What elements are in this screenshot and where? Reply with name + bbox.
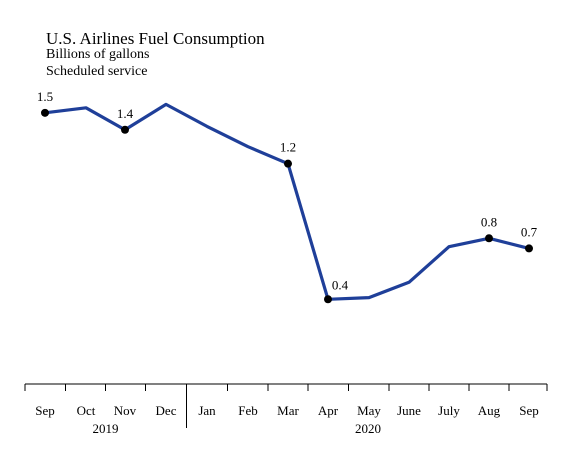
data-point <box>324 295 332 304</box>
x-tick-label: Nov <box>114 403 137 418</box>
series-line <box>43 102 531 301</box>
data-label: 1.5 <box>37 89 53 104</box>
x-tick-label: Apr <box>318 403 339 418</box>
chart-title: U.S. Airlines Fuel Consumption <box>46 29 265 48</box>
year-label: 2020 <box>355 421 381 436</box>
data-point <box>485 234 493 243</box>
x-tick-label: Dec <box>156 403 177 418</box>
data-label: 0.7 <box>521 224 538 239</box>
data-point <box>284 159 292 168</box>
x-tick-label: Oct <box>77 403 96 418</box>
year-label: 2019 <box>93 421 119 436</box>
x-tick-label: Jan <box>198 403 216 418</box>
data-point <box>41 108 49 117</box>
chart-subtitle-2: Scheduled service <box>46 64 147 79</box>
data-label: 0.8 <box>481 214 497 229</box>
x-tick-label: May <box>357 403 381 418</box>
x-tick-label: Sep <box>35 403 55 418</box>
x-tick-label: Mar <box>277 403 299 418</box>
plot-area: Sep Oct Nov Dec Jan Feb Mar Apr May June July Aug Se… <box>24 89 548 436</box>
x-tick-label: June <box>397 403 421 418</box>
x-tick-label: Aug <box>478 403 501 418</box>
data-point <box>525 244 533 253</box>
data-label: 1.2 <box>280 140 296 155</box>
data-point <box>121 125 129 134</box>
x-tick-label: Sep <box>519 403 539 418</box>
data-label: 0.4 <box>332 277 349 292</box>
data-label: 1.4 <box>117 106 134 121</box>
x-tick-label: July <box>438 403 460 418</box>
chart-subtitle-1: Billions of gallons <box>46 47 149 62</box>
x-tick-label: Feb <box>238 403 258 418</box>
